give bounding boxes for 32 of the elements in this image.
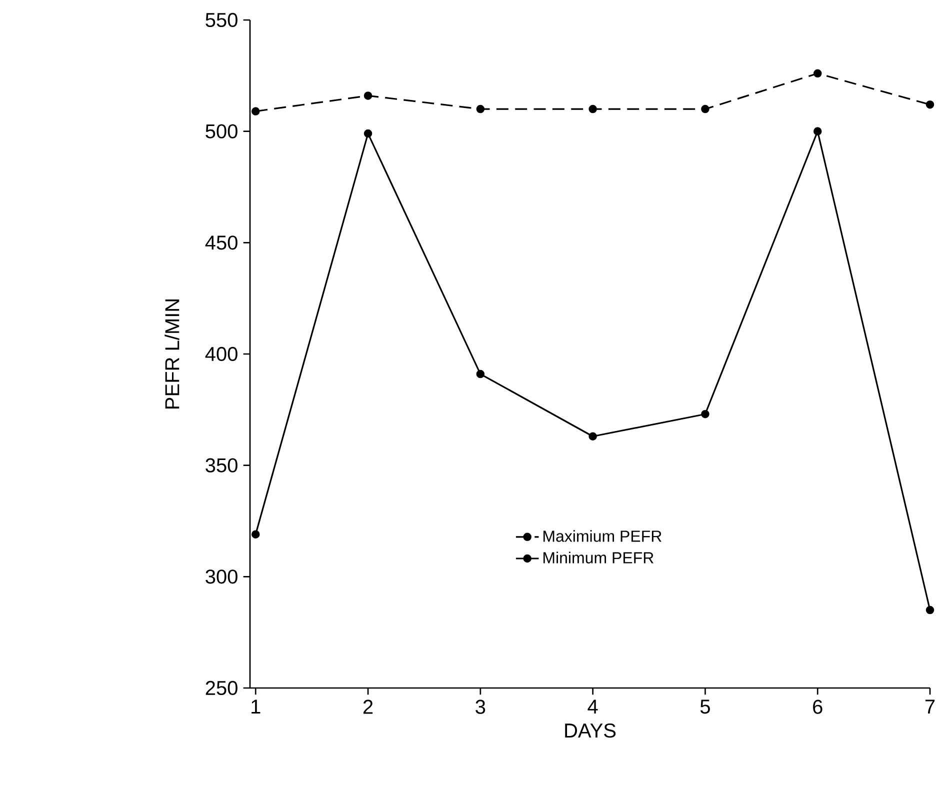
y-tick-label: 250 [206,680,238,696]
y-tick-label: 400 [205,346,238,362]
point [251,530,260,538]
x-tick-label: 2 [363,700,373,714]
y-axis-title: PEFR L/MIN [164,300,180,408]
point [926,606,934,614]
point [364,129,372,138]
y-tick-label: 300 [206,570,238,584]
point [701,104,710,114]
point [476,104,485,114]
y-tick-label: 350 [206,458,238,472]
y-tick-label: 450 [205,236,238,250]
x-tick-label: 5 [700,700,710,714]
point [251,107,260,116]
x-tick-label: 4 [588,700,598,714]
x-tick-label: 6 [813,700,822,714]
point [813,127,822,136]
point [926,100,934,109]
point [813,69,822,78]
point [588,432,597,441]
x-tick-label: 3 [476,700,486,714]
legend-label: Maximium PEFR [543,530,662,542]
point [476,370,485,378]
point [701,410,710,418]
legend-label: Minimum PEFR [543,552,654,564]
y-tick-label: 500 [206,124,238,138]
point [588,104,597,114]
x-tick-label: 7 [925,700,935,714]
point [364,92,372,100]
y-tick-label: 550 [206,12,238,28]
x-tick-label: 1 [252,700,260,714]
x-axis-title: DAYS [565,723,616,738]
